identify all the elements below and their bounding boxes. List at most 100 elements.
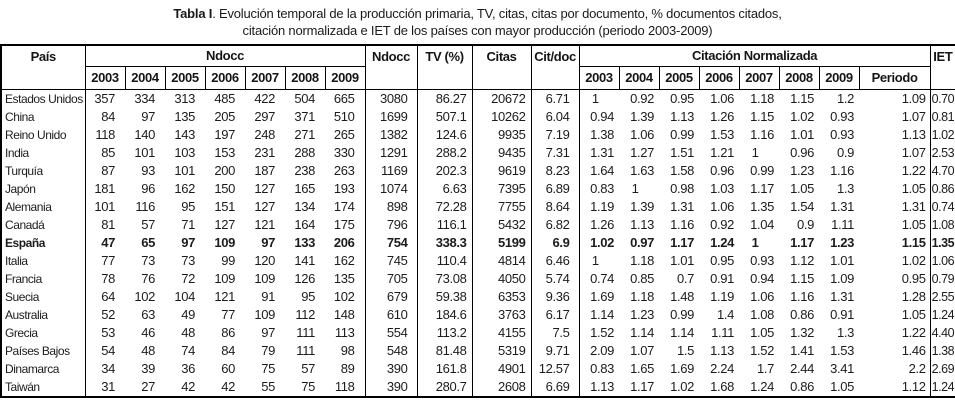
iet-cell: 1.35 bbox=[931, 235, 955, 250]
header-ndocc-year: 2006 bbox=[204, 66, 246, 90]
citdoc-cell: 8.23 bbox=[531, 161, 580, 180]
ndocc-year-cell: 118 bbox=[95, 126, 115, 142]
cn-year-cell: 2.44 bbox=[790, 360, 815, 376]
cn-year-cell: 1.26 bbox=[590, 216, 615, 232]
ndocc-year-cell: 109 bbox=[254, 270, 275, 286]
iet-cell: 4.40 bbox=[931, 325, 955, 340]
ndocc-year-cell: 55 bbox=[261, 378, 275, 394]
cn-year-cell: 1.26 bbox=[710, 108, 735, 124]
iet-cell: 1.24 bbox=[931, 379, 955, 394]
cn-year-cell: 1.31 bbox=[830, 288, 855, 304]
ndocc-year-cell: 127 bbox=[214, 216, 235, 232]
ndocc-year-cell: 97 bbox=[181, 234, 195, 250]
ndocc-year-cell: 187 bbox=[254, 162, 275, 178]
ndocc-year-cell: 109 bbox=[254, 306, 275, 322]
cn-year-cell: 1.69 bbox=[670, 360, 695, 376]
cn-year-cell: 0.99 bbox=[670, 126, 695, 142]
header-citas: Citas bbox=[472, 45, 532, 90]
cn-year-cell: 1.35 bbox=[750, 198, 775, 214]
cn-year-cell: 1.51 bbox=[670, 144, 695, 160]
periodo-cell: 1.22 bbox=[859, 323, 931, 342]
cn-year-cell: 3.41 bbox=[830, 360, 855, 376]
ndocc-year-cell: 95 bbox=[301, 288, 315, 304]
ndocc-year-cell: 86 bbox=[221, 324, 235, 340]
table-row: Francia 78 76 72 109 109 126 135 705 73.08 4050 5.7… bbox=[1, 269, 955, 288]
cn-year-cell: 1.52 bbox=[590, 324, 615, 340]
table-row: Países Bajos 54 48 74 84 79 111 98 548 81.48 5319 9… bbox=[1, 341, 955, 360]
citdoc-cell: 6.71 bbox=[531, 89, 580, 108]
cn-year-cell: 1.19 bbox=[590, 198, 615, 214]
ndocc-year-cell: 36 bbox=[181, 360, 195, 376]
cn-year-cell: 1.13 bbox=[670, 108, 695, 124]
cn-year-cell: 0.99 bbox=[670, 306, 695, 322]
header-cn-year: 2007 bbox=[738, 66, 780, 90]
cn-year-cell: 0.96 bbox=[710, 162, 735, 178]
periodo-cell: 1.22 bbox=[859, 161, 931, 180]
iet-cell: 0.86 bbox=[931, 181, 955, 196]
cn-year-cell: 0.97 bbox=[630, 234, 655, 250]
ndocc-total-cell: 705 bbox=[365, 269, 418, 288]
table-row: Turquía 87 93 101 200 187 238 263 1169 202.3 9619 8… bbox=[1, 161, 955, 180]
tv-cell: 73.08 bbox=[417, 269, 473, 288]
cn-year-cell: 1.32 bbox=[790, 324, 815, 340]
header-cn-year: 2003 bbox=[578, 66, 620, 90]
cn-year-cell: 0.99 bbox=[750, 162, 775, 178]
cn-year-cell: 0.91 bbox=[710, 270, 735, 286]
citas-cell: 9935 bbox=[472, 125, 532, 144]
citdoc-cell: 7.5 bbox=[531, 323, 580, 342]
ndocc-year-cell: 141 bbox=[294, 252, 315, 268]
table-row: India 85 101 103 153 231 288 330 1291 288.2 9435 7.… bbox=[1, 143, 955, 162]
periodo-cell: 1.28 bbox=[859, 287, 931, 306]
citas-cell: 7395 bbox=[472, 179, 532, 198]
cn-year-cell: 0.94 bbox=[590, 108, 615, 124]
cn-year-cell: 1.2 bbox=[837, 90, 855, 106]
citas-cell: 4050 bbox=[472, 269, 532, 288]
country-cell: Canadá bbox=[1, 215, 86, 234]
caption-line1: Tabla I. Evolución temporal de la produc… bbox=[0, 5, 955, 22]
cn-year-cell: 1.15 bbox=[750, 108, 775, 124]
cn-year-cell: 1.06 bbox=[750, 288, 775, 304]
iet-cell: 4.70 bbox=[931, 163, 955, 178]
iet-cell: 0.70 bbox=[931, 91, 955, 106]
ndocc-total-cell: 554 bbox=[365, 323, 418, 342]
header-ndocc-year: 2009 bbox=[324, 66, 366, 90]
header-cn-group: Citación Normalizada bbox=[579, 45, 931, 67]
ndocc-year-cell: 297 bbox=[254, 108, 275, 124]
cn-year-cell: 0.9 bbox=[837, 144, 855, 160]
ndocc-year-cell: 31 bbox=[101, 378, 115, 394]
cn-year-cell: 1.24 bbox=[710, 234, 735, 250]
periodo-cell: 1.12 bbox=[859, 377, 931, 397]
ndocc-year-cell: 193 bbox=[325, 179, 366, 198]
cn-year-cell: 0.86 bbox=[790, 378, 815, 394]
ndocc-total-cell: 390 bbox=[365, 377, 418, 397]
ndocc-total-cell: 679 bbox=[365, 287, 418, 306]
ndocc-total-cell: 548 bbox=[365, 341, 418, 360]
ndocc-year-cell: 75 bbox=[301, 378, 315, 394]
cn-year-cell: 1.09 bbox=[830, 270, 855, 286]
citas-cell: 4901 bbox=[472, 359, 532, 378]
cn-year-cell: 1.21 bbox=[710, 144, 735, 160]
country-cell: Suecia bbox=[1, 287, 86, 306]
ndocc-year-cell: 140 bbox=[134, 126, 155, 142]
cn-year-cell: 1.16 bbox=[750, 126, 775, 142]
ndocc-year-cell: 101 bbox=[94, 198, 115, 214]
cn-year-cell: 1.02 bbox=[790, 108, 815, 124]
tv-cell: 184.6 bbox=[417, 305, 473, 324]
ndocc-total-cell: 610 bbox=[365, 305, 418, 324]
citas-cell: 20672 bbox=[472, 89, 532, 108]
ndocc-year-cell: 143 bbox=[174, 126, 195, 142]
ndocc-year-cell: 126 bbox=[294, 270, 315, 286]
cn-year-cell: 1.23 bbox=[630, 306, 655, 322]
ndocc-year-cell: 135 bbox=[174, 108, 195, 124]
country-cell: Italia bbox=[1, 251, 86, 270]
cn-year-cell: 1.19 bbox=[710, 288, 735, 304]
ndocc-year-cell: 72 bbox=[181, 270, 195, 286]
ndocc-year-cell: 371 bbox=[294, 108, 315, 124]
ndocc-year-cell: 127 bbox=[254, 198, 275, 214]
cn-year-cell: 0.93 bbox=[830, 126, 855, 142]
tv-cell: 110.4 bbox=[417, 251, 473, 270]
periodo-cell: 1.05 bbox=[859, 305, 931, 324]
ndocc-total-cell: 1382 bbox=[365, 125, 418, 144]
header-ndocc-year: 2003 bbox=[84, 66, 126, 90]
ndocc-year-cell: 164 bbox=[294, 216, 315, 232]
